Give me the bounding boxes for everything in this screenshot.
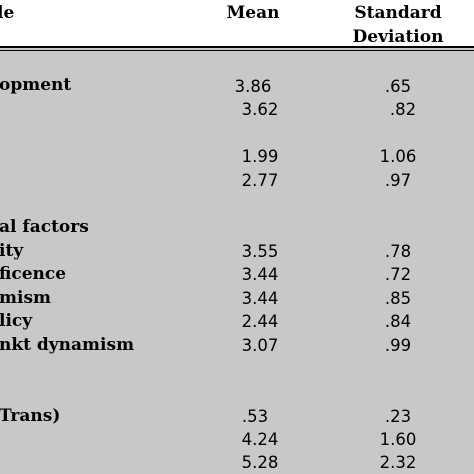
mean-value: 3.86 — [234, 77, 272, 96]
row-label: ficence — [0, 264, 67, 284]
sd-value: .99 — [384, 336, 412, 355]
table-header — [0, 0, 474, 46]
sd-value: .65 — [384, 77, 412, 96]
sd-value: .85 — [384, 289, 412, 308]
header-rule-bottom — [0, 50, 474, 51]
mean-value: 3.62 — [241, 100, 279, 119]
row-label: licy — [0, 311, 33, 331]
sd-value: .72 — [384, 265, 412, 284]
sd-value: .23 — [384, 407, 412, 426]
row-label: al factors — [0, 217, 89, 237]
mean-value: 1.99 — [241, 147, 279, 166]
row-label: opment — [0, 75, 72, 95]
mean-value: 3.44 — [241, 289, 279, 308]
sd-value: .82 — [389, 100, 417, 119]
mean-value: .53 — [241, 407, 269, 426]
mean-value: 2.77 — [241, 171, 279, 190]
column-header-sd-line2: Deviation — [352, 27, 444, 47]
table-body — [0, 46, 474, 474]
mean-value: 5.28 — [241, 453, 279, 472]
row-label: ity — [0, 241, 24, 261]
sd-value: .84 — [384, 312, 412, 331]
header-rule-top — [0, 46, 474, 48]
mean-value: 3.55 — [241, 242, 279, 261]
sd-value: 2.32 — [379, 453, 417, 472]
sd-value: 1.06 — [379, 147, 417, 166]
sd-value: 1.60 — [379, 430, 417, 449]
mean-value: 2.44 — [241, 312, 279, 331]
mean-value: 4.24 — [241, 430, 279, 449]
column-header-variable: le — [0, 3, 15, 23]
mean-value: 3.44 — [241, 265, 279, 284]
row-label: Trans) — [0, 406, 61, 426]
column-header-mean: Mean — [226, 3, 280, 23]
column-header-sd-line1: Standard — [354, 3, 442, 23]
sd-value: .78 — [384, 242, 412, 261]
row-label: mism — [0, 288, 52, 308]
row-label: nkt dynamism — [0, 335, 135, 355]
mean-value: 3.07 — [241, 336, 279, 355]
sd-value: .97 — [384, 171, 412, 190]
